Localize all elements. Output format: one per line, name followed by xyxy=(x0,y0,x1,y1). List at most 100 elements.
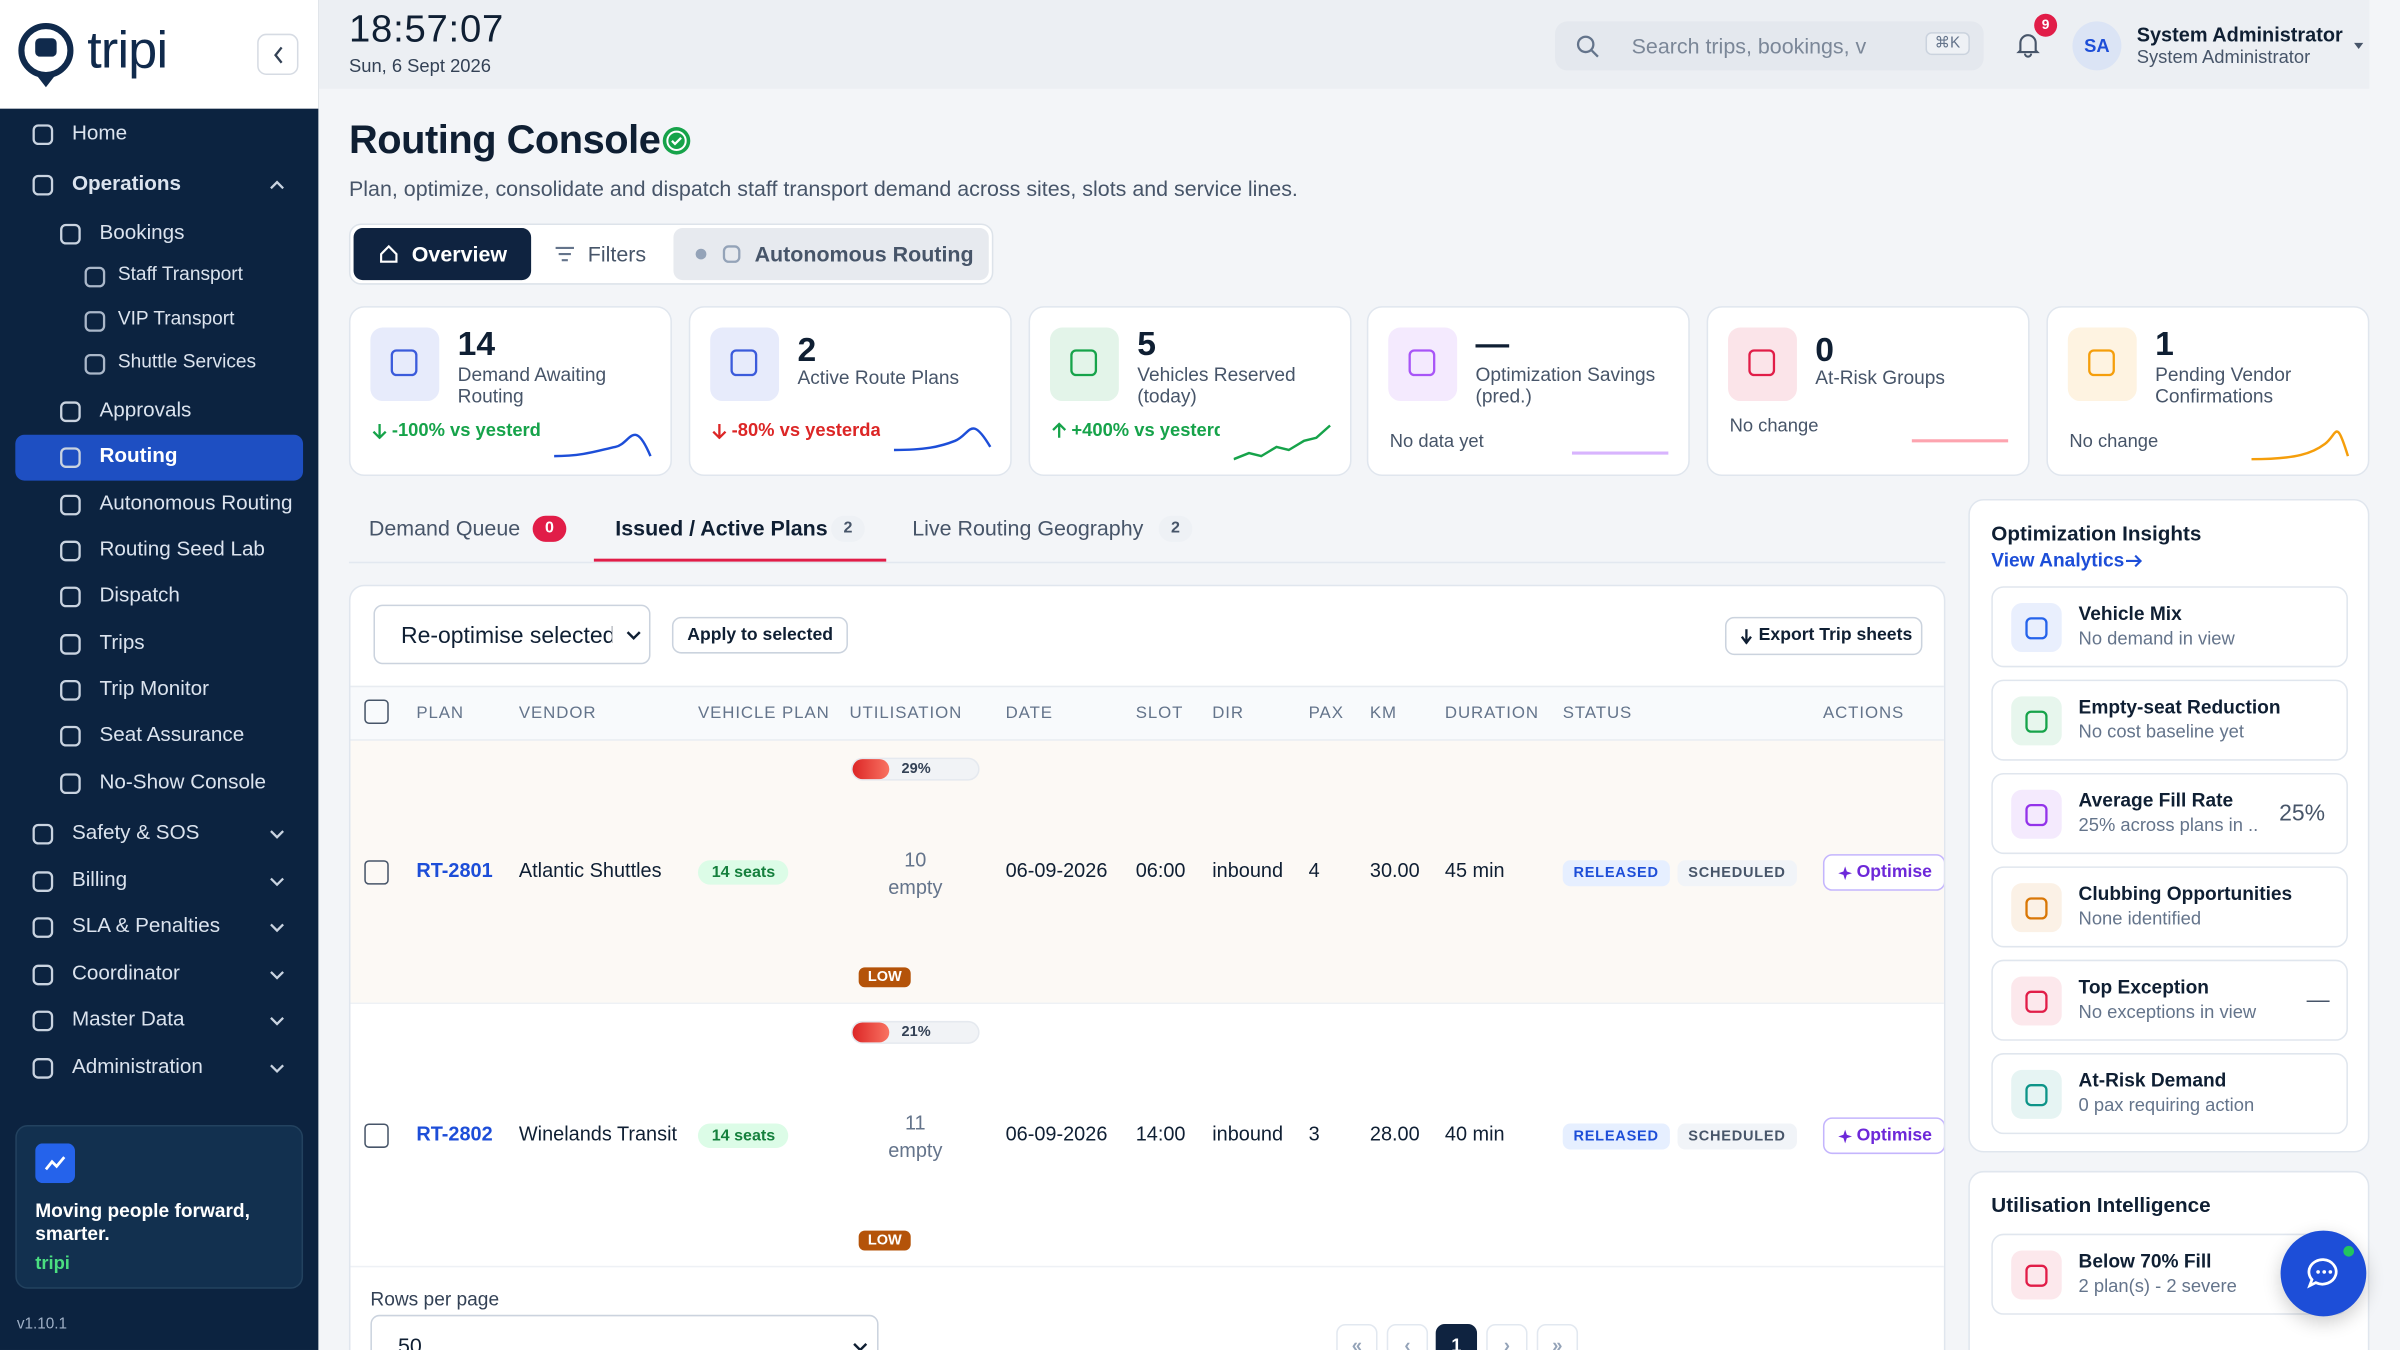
nav-item[interactable]: Billing xyxy=(71,867,128,891)
subtab[interactable]: Live Routing Geography xyxy=(912,515,1144,541)
insight-item[interactable]: Top Exception No exceptions in view — xyxy=(1991,959,2348,1041)
nav-item[interactable]: Approvals xyxy=(99,397,192,421)
avatar[interactable]: SA xyxy=(2072,21,2122,71)
kpi-card[interactable]: 2 Active Route Plans -80% vs yesterday xyxy=(688,306,1012,477)
insight-title: At-Risk Demand xyxy=(2078,1069,2227,1092)
subtab[interactable]: Issued / Active Plans xyxy=(615,515,828,541)
nav-item[interactable]: Safety & SOS xyxy=(71,820,200,844)
chevron xyxy=(270,923,284,933)
insight-subtitle: No exceptions in view xyxy=(2078,1001,2257,1023)
icon xyxy=(60,223,81,245)
apply-button[interactable]: Apply to selected xyxy=(671,616,849,654)
column-header: UTILISATION xyxy=(849,704,963,723)
page-button[interactable]: 1 xyxy=(1435,1323,1478,1350)
delta-arrow xyxy=(712,423,727,440)
tab-filters[interactable]: Filters xyxy=(587,241,647,267)
nav-item[interactable]: Routing Seed Lab xyxy=(99,537,265,561)
plan-link[interactable]: RT-2801 xyxy=(416,858,493,882)
nav-item[interactable]: Home xyxy=(71,120,128,144)
nav-item[interactable]: Master Data xyxy=(71,1007,185,1031)
sparkline xyxy=(1233,424,1331,461)
row-checkbox[interactable] xyxy=(364,1123,389,1148)
status-dot xyxy=(695,248,707,260)
active-highlight xyxy=(15,434,304,481)
subtab[interactable]: Demand Queue xyxy=(368,515,521,541)
tab-label: Overview xyxy=(411,241,508,267)
utilisation-label: 29% xyxy=(901,760,931,778)
insight-item[interactable]: Average Fill Rate 25% across plans in ...… xyxy=(1991,772,2348,855)
nav-item[interactable]: Routing xyxy=(99,443,178,467)
icon xyxy=(32,964,54,986)
page-button[interactable]: » xyxy=(1536,1323,1579,1350)
row-checkbox[interactable] xyxy=(364,860,389,885)
tab-overview[interactable]: Overview xyxy=(353,228,532,281)
chevron xyxy=(270,1064,284,1074)
icon xyxy=(1070,349,1098,377)
notification-badge: 9 xyxy=(2034,13,2058,37)
column-header: DIR xyxy=(1212,704,1244,723)
kpi-card[interactable]: — Optimization Savings (pred.) No data yet xyxy=(1366,306,1690,477)
nav-item[interactable]: Bookings xyxy=(99,220,185,244)
page-button[interactable]: « xyxy=(1336,1323,1378,1350)
nav-item[interactable]: Staff Transport xyxy=(117,263,244,285)
table-header xyxy=(350,685,1944,741)
status-badge: RELEASED xyxy=(1562,1123,1670,1150)
kpi-card[interactable]: 5 Vehicles Reserved (today) +400% vs yeste… xyxy=(1028,306,1352,477)
sparkle-icon xyxy=(1838,1129,1853,1144)
plan-link[interactable]: RT-2802 xyxy=(416,1121,493,1145)
icon xyxy=(32,1010,54,1032)
export-button[interactable]: Export Trip sheets xyxy=(1724,616,1923,656)
insight-item[interactable]: Vehicle Mix No demand in view xyxy=(1991,586,2348,668)
direction: inbound xyxy=(1212,1121,1284,1145)
kpi-label: Active Route Plans xyxy=(797,367,960,389)
tab-autonomous[interactable]: Autonomous Routing xyxy=(673,228,989,281)
rows-per-page-select[interactable]: 50 xyxy=(370,1314,879,1350)
nav-item[interactable]: Administration xyxy=(71,1054,203,1078)
search-icon xyxy=(1576,35,1599,58)
insight-item[interactable]: Clubbing Opportunities None identified xyxy=(1991,866,2348,948)
view-analytics-link[interactable]: View Analytics xyxy=(1991,549,2125,571)
page-button[interactable]: › xyxy=(1486,1323,1528,1350)
collapse-button[interactable] xyxy=(257,33,299,75)
icon xyxy=(60,679,81,701)
insight-subtitle: 0 pax requiring action xyxy=(2078,1094,2255,1116)
nav-item[interactable]: Coordinator xyxy=(71,961,180,985)
nav-item[interactable]: Trip Monitor xyxy=(99,676,209,700)
kpi-icon xyxy=(1388,327,1458,402)
kpi-label: Optimization Savings (pred.) xyxy=(1475,364,1656,407)
nav-item[interactable]: SLA & Penalties xyxy=(71,913,221,937)
nav-item[interactable]: No-Show Console xyxy=(99,769,267,793)
sparkline xyxy=(893,427,992,452)
header-checkbox[interactable] xyxy=(364,699,389,724)
kpi-icon xyxy=(1728,327,1797,402)
nav-item[interactable]: Shuttle Services xyxy=(117,350,257,372)
kpi-value: 5 xyxy=(1137,324,1156,363)
insight-subtitle: 2 plan(s) - 2 severe xyxy=(2078,1274,2237,1297)
column-header: DURATION xyxy=(1444,704,1539,723)
icon xyxy=(1408,349,1436,377)
nav-item[interactable]: Dispatch xyxy=(99,583,180,607)
nav-item[interactable]: Seat Assurance xyxy=(99,722,245,746)
seats-badge: 14 seats xyxy=(697,1123,789,1148)
insight-item[interactable]: Empty-seat Reduction No cost baseline yet xyxy=(1991,679,2348,761)
kpi-delta: -80% vs yesterday xyxy=(731,419,881,441)
insight-value: 25% xyxy=(2279,800,2326,827)
chat-button[interactable] xyxy=(2280,1230,2367,1317)
kpi-card[interactable]: 0 At-Risk Groups No change xyxy=(1706,306,2030,477)
page-button[interactable]: ‹ xyxy=(1386,1323,1429,1350)
insight-item[interactable]: At-Risk Demand 0 pax requiring action xyxy=(1991,1053,2348,1135)
insight-subtitle: None identified xyxy=(2078,907,2202,930)
nav-item[interactable]: Trips xyxy=(99,630,145,654)
kpi-card[interactable]: 14 Demand Awaiting Routing -100% vs yester… xyxy=(348,306,672,477)
bulk-action-select[interactable]: Re-optimise selected xyxy=(373,604,651,665)
optimise-button[interactable]: Optimise xyxy=(1822,854,1944,891)
optimise-button[interactable]: Optimise xyxy=(1822,1117,1944,1155)
icon xyxy=(32,1058,54,1079)
search-box[interactable]: Search trips, bookings, v ⌘K xyxy=(1555,21,1984,71)
nav-item[interactable]: VIP Transport xyxy=(117,307,235,330)
insight-subtitle: No cost baseline yet xyxy=(2078,720,2244,743)
kpi-card[interactable]: 1 Pending Vendor Confirmations No change xyxy=(2046,306,2370,477)
nav-item[interactable]: Autonomous Routing xyxy=(99,491,293,515)
nav-item[interactable]: Operations xyxy=(71,171,182,195)
